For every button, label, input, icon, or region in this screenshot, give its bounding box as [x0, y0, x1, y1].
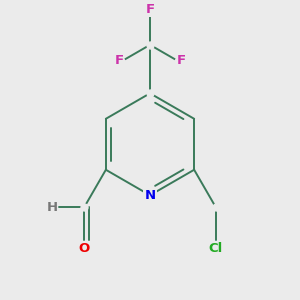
- Text: Cl: Cl: [209, 242, 223, 255]
- Text: N: N: [144, 189, 156, 202]
- Text: F: F: [176, 54, 186, 67]
- Text: O: O: [79, 242, 90, 255]
- Text: H: H: [46, 201, 57, 214]
- Text: F: F: [146, 3, 154, 16]
- Text: F: F: [114, 54, 124, 67]
